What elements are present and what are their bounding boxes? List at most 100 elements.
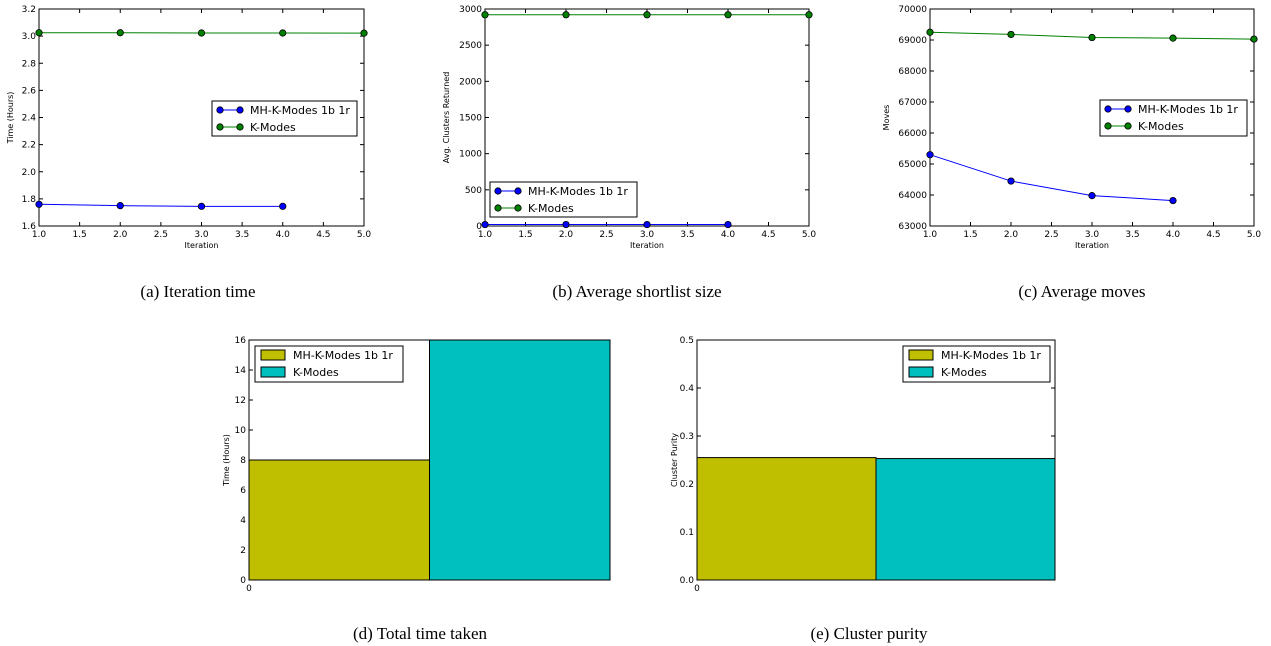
ytick-label: 3.2 — [22, 5, 36, 15]
legend-marker — [1104, 122, 1112, 130]
xtick-label: 1.0 — [32, 230, 47, 240]
axes-frame-top — [248, 339, 611, 581]
xtick-label: 4.0 — [1166, 230, 1181, 240]
data-point — [724, 11, 732, 19]
ytick-label: 8 — [240, 456, 246, 466]
xtick-label: 4.5 — [316, 230, 330, 240]
ytick-label: 1000 — [459, 150, 482, 160]
y-axis-label: Avg. Clusters Returned — [442, 72, 451, 164]
subplot-caption: (d) Total time taken — [353, 624, 487, 643]
ytick-label: 0.5 — [680, 336, 694, 346]
bar — [875, 458, 1056, 581]
series-line-0 — [929, 154, 1174, 202]
ytick-label: 70000 — [898, 5, 927, 15]
ytick-label: 0.0 — [680, 576, 695, 586]
data-point — [926, 151, 934, 159]
ytick-label: 4 — [240, 516, 246, 526]
xtick-label: 2.0 — [113, 230, 128, 240]
ytick-label: 63000 — [898, 222, 927, 232]
data-point — [1088, 33, 1096, 42]
ytick-label: 2.0 — [22, 168, 37, 178]
ytick-label: 2000 — [459, 77, 482, 87]
legend-label: MH-K-Modes 1b 1r — [941, 349, 1041, 362]
data-point — [481, 220, 489, 229]
subplot-a: 1.6 1.8 2.0 2.2 2.4 2.6 2.8 3.0 3.2 1.0 1.5 2.0 2.5 3… — [6, 5, 371, 301]
data-point — [481, 11, 489, 19]
subplot-caption: (c) Average moves — [1018, 282, 1145, 301]
ytick-label: 66000 — [898, 129, 927, 139]
ytick-label: 2.6 — [22, 86, 37, 96]
data-point — [1169, 196, 1177, 205]
legend-box — [489, 181, 638, 218]
legend-swatch — [908, 349, 934, 361]
ytick-label: 0.4 — [680, 384, 695, 394]
y-axis-label: Time (Hours) — [6, 92, 15, 145]
data-point — [197, 202, 206, 210]
ytick-label: 68000 — [898, 67, 927, 77]
ytick-label: 65000 — [898, 160, 927, 170]
legend-marker — [236, 106, 244, 114]
ytick-label: 0.2 — [680, 480, 694, 490]
legend-marker — [216, 123, 224, 131]
xtick-label: 1.5 — [72, 230, 86, 240]
x-axis-label: Iteration — [1075, 241, 1109, 250]
data-point — [805, 11, 813, 19]
legend-marker — [216, 106, 224, 114]
data-point — [724, 220, 732, 229]
subplot-e: 0.0 0.1 0.2 0.3 0.4 0.5 0 Cluster Purity MH-K-Mo… — [670, 336, 1056, 643]
legend: MH-K-Modes 1b 1r K-Modes — [211, 100, 358, 137]
legend-marker — [1104, 105, 1112, 113]
bar — [696, 457, 877, 581]
legend-swatch — [908, 366, 934, 378]
xtick-label: 3.5 — [235, 230, 249, 240]
xtick-label: 5.0 — [802, 230, 817, 240]
legend-box — [211, 100, 358, 137]
data-point — [1169, 34, 1177, 42]
xtick-label: 0 — [694, 584, 700, 594]
ytick-label: 0 — [476, 222, 482, 232]
data-point — [562, 220, 570, 229]
xtick-label: 2.0 — [559, 230, 574, 240]
legend-label: K-Modes — [293, 366, 339, 379]
xtick-label: 1.0 — [923, 230, 938, 240]
legend: MH-K-Modes 1b 1r K-Modes — [902, 345, 1051, 383]
bar — [429, 339, 611, 581]
legend-marker — [236, 123, 244, 131]
ytick-label: 2500 — [459, 41, 482, 51]
data-point — [1088, 192, 1096, 200]
subplot-caption: (b) Average shortlist size — [552, 282, 721, 301]
legend-label: K-Modes — [250, 121, 296, 134]
legend-label: K-Modes — [1138, 120, 1184, 133]
legend-label: MH-K-Modes 1b 1r — [250, 104, 350, 117]
data-point — [1250, 35, 1258, 43]
ytick-label: 2.4 — [22, 114, 37, 124]
ytick-label: 64000 — [898, 191, 927, 201]
data-point — [643, 11, 651, 19]
xtick-label: 1.5 — [518, 230, 532, 240]
legend-label: MH-K-Modes 1b 1r — [293, 349, 393, 362]
ytick-label: 16 — [235, 336, 247, 346]
subplot-d: 0 2 4 6 8 10 12 14 16 0 Time (Hours) MH-K-Modes 1b … — [222, 336, 611, 643]
data-point — [360, 29, 368, 37]
ytick-label: 12 — [235, 396, 246, 406]
ytick-label: 0.3 — [680, 432, 694, 442]
xtick-label: 4.0 — [721, 230, 736, 240]
xtick-label: 2.5 — [599, 230, 613, 240]
data-point — [116, 202, 124, 210]
legend-marker — [1124, 105, 1132, 113]
data-point — [926, 28, 934, 36]
data-point — [279, 29, 287, 37]
legend-swatch — [260, 349, 286, 361]
ytick-label: 1.8 — [22, 195, 37, 205]
xtick-label: 4.0 — [276, 230, 291, 240]
series-line-0 — [38, 203, 283, 207]
x-axis-label: Iteration — [630, 241, 664, 250]
legend-label: K-Modes — [528, 202, 574, 215]
bar — [248, 459, 430, 581]
legend-label: MH-K-Modes 1b 1r — [528, 185, 628, 198]
ytick-label: 2.8 — [22, 59, 37, 69]
ytick-label: 14 — [235, 366, 247, 376]
legend-swatch — [260, 366, 286, 378]
xtick-label: 4.5 — [761, 230, 775, 240]
legend-marker — [514, 187, 522, 195]
